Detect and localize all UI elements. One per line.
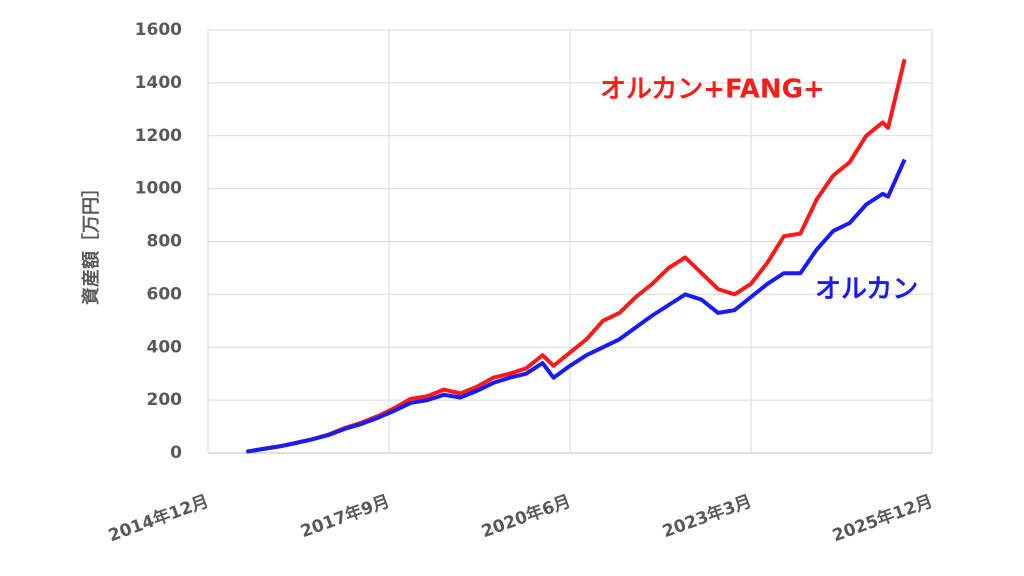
legend-label: オルカン bbox=[815, 275, 918, 305]
y-tick-label: 1200 bbox=[135, 126, 182, 146]
y-tick-label: 1000 bbox=[135, 179, 182, 199]
y-tick-label: 1400 bbox=[135, 73, 182, 93]
line bbox=[246, 158, 907, 454]
y-tick-label: 800 bbox=[147, 232, 183, 252]
y-tick-label: 1600 bbox=[135, 20, 182, 40]
y-tick-label: 400 bbox=[147, 337, 183, 357]
y-tick-label: 200 bbox=[147, 390, 183, 410]
x-tick-label: 2020年6月 bbox=[479, 491, 574, 543]
x-tick-label: 2023年3月 bbox=[660, 491, 755, 543]
x-tick-label: 2017年9月 bbox=[298, 491, 393, 543]
legend-label: オルカン+FANG+ bbox=[600, 75, 825, 105]
y-tick-label: 600 bbox=[147, 284, 183, 304]
line bbox=[246, 58, 907, 454]
x-tick-label: 2025年12月 bbox=[830, 491, 936, 547]
x-tick-label: 2014年12月 bbox=[106, 491, 212, 547]
y-axis-label: 資産額［万円］ bbox=[80, 179, 102, 305]
y-tick-label: 0 bbox=[170, 443, 182, 463]
